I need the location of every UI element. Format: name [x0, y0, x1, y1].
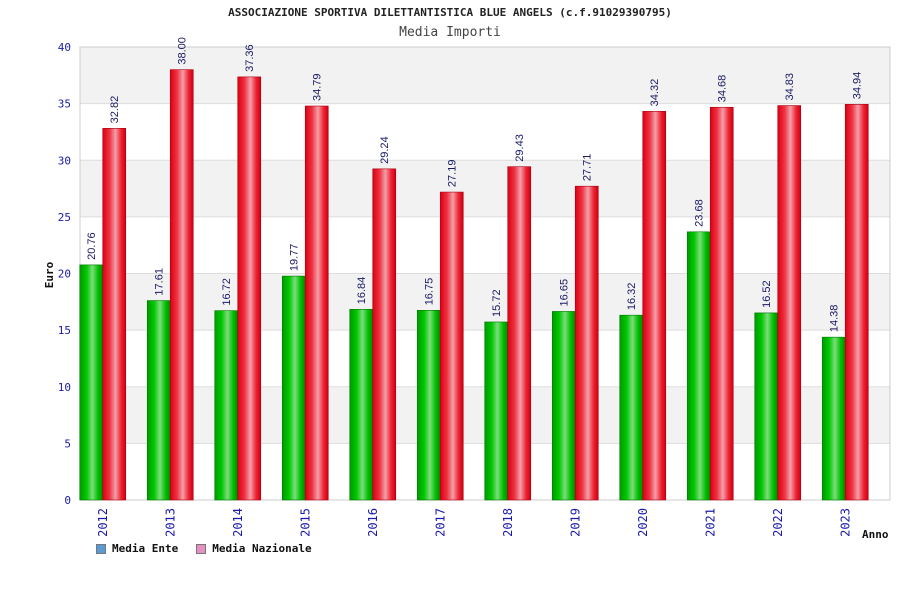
data-label-media-ente-2013: 17.61: [154, 268, 166, 296]
bar-media-nazionale-2016: [372, 168, 397, 501]
bar-media-nazionale-2022: [777, 105, 802, 501]
data-label-media-nazionale-2014: 37.36: [244, 44, 256, 72]
data-label-media-nazionale-2023: 34.94: [852, 72, 864, 100]
bars-group: [79, 69, 869, 501]
bar-media-nazionale-2023: [844, 104, 869, 501]
bar-media-nazionale-2017: [439, 191, 464, 501]
y-tick-label: 25: [58, 211, 71, 224]
data-label-media-nazionale-2017: 27.19: [447, 160, 459, 188]
y-axis: 0 5 10 15 20 25 30 35 40: [58, 41, 71, 507]
bar-media-ente-2012: [79, 264, 104, 501]
data-label-media-ente-2015: 19.77: [289, 244, 301, 272]
x-axis-label: Anno: [862, 528, 889, 541]
grid-band: [80, 216, 890, 274]
y-tick-label: 15: [58, 324, 71, 337]
data-label-media-nazionale-2012: 32.82: [109, 96, 121, 124]
bar-media-nazionale-2018: [507, 166, 532, 501]
data-label-media-ente-2012: 20.76: [86, 232, 98, 260]
bar-media-ente-2016: [349, 308, 374, 501]
bar-media-ente-2014: [214, 310, 239, 501]
data-label-media-nazionale-2013: 38.00: [177, 37, 189, 65]
legend-swatch-media-ente: [96, 543, 106, 554]
bar-media-ente-2018: [484, 321, 509, 501]
bar-media-nazionale-2020: [642, 111, 667, 501]
bar-media-ente-2022: [754, 312, 779, 501]
legend-item-media-nazionale: Media Nazionale: [196, 542, 312, 555]
data-label-media-ente-2019: 16.65: [559, 279, 571, 307]
y-tick-label: 35: [58, 98, 71, 111]
data-label-media-ente-2020: 16.32: [626, 283, 638, 311]
data-label-media-nazionale-2020: 34.32: [649, 79, 661, 107]
y-tick-label: 20: [58, 268, 71, 281]
data-label-media-ente-2017: 16.75: [424, 278, 436, 306]
data-label-media-nazionale-2019: 27.71: [582, 154, 594, 182]
legend-swatch-media-nazionale: [196, 543, 207, 554]
legend: Media Ente Media Nazionale: [96, 542, 312, 555]
data-label-media-ente-2014: 16.72: [221, 278, 233, 306]
bar-media-nazionale-2012: [102, 128, 127, 501]
data-label-media-ente-2016: 16.84: [356, 277, 368, 305]
x-axis: 2012 2013 2014 2015 2016 2017 2018 2019 2020 2021…: [96, 508, 853, 537]
data-label-media-nazionale-2018: 29.43: [514, 134, 526, 162]
data-label-media-ente-2021: 23.68: [694, 199, 706, 227]
x-tick-label-2012: 2012: [96, 508, 110, 537]
x-tick-label-2015: 2015: [298, 508, 312, 537]
bar-media-ente-2023: [821, 336, 846, 501]
data-label-media-nazionale-2022: 34.83: [784, 73, 796, 101]
x-tick-label-2016: 2016: [366, 508, 380, 537]
y-axis-label: Euro: [43, 261, 56, 288]
y-tick-label: 40: [58, 41, 71, 54]
x-tick-label-2021: 2021: [703, 508, 717, 537]
bar-labels-group: 20.76 32.82 17.61 38.00 16.72 37.36 19.77 34.79…: [86, 37, 864, 332]
bar-media-ente-2017: [416, 310, 441, 501]
bar-media-ente-2013: [146, 300, 171, 501]
bar-media-ente-2019: [551, 311, 576, 501]
y-tick-label: 10: [58, 381, 71, 394]
chart-subtitle: Media Importi: [399, 25, 501, 40]
y-tick-label: 0: [64, 494, 71, 507]
data-label-media-ente-2022: 16.52: [761, 280, 773, 308]
grid-band: [80, 160, 890, 217]
data-label-media-nazionale-2016: 29.24: [379, 136, 391, 164]
data-label-media-nazionale-2015: 34.79: [312, 73, 324, 101]
data-label-media-nazionale-2021: 34.68: [717, 75, 729, 103]
x-tick-label-2020: 2020: [636, 508, 650, 537]
x-tick-label-2022: 2022: [771, 508, 785, 537]
bar-media-ente-2015: [281, 275, 306, 501]
bar-media-nazionale-2021: [709, 106, 734, 501]
data-label-media-ente-2018: 15.72: [491, 289, 503, 317]
data-label-media-ente-2023: 14.38: [829, 305, 841, 333]
bar-media-nazionale-2019: [574, 185, 599, 501]
x-tick-label-2013: 2013: [163, 508, 177, 537]
x-tick-label-2018: 2018: [501, 508, 515, 537]
bar-media-nazionale-2014: [237, 76, 262, 501]
legend-label-media-nazionale: Media Nazionale: [212, 542, 312, 555]
bar-media-nazionale-2015: [304, 105, 329, 501]
grid-band: [80, 47, 890, 104]
y-tick-label: 30: [58, 154, 71, 167]
chart-title: ASSOCIAZIONE SPORTIVA DILETTANTISTICA BL…: [228, 6, 672, 19]
x-tick-label-2019: 2019: [568, 508, 582, 537]
x-tick-label-2014: 2014: [231, 508, 245, 537]
grid-band: [80, 103, 890, 161]
x-tick-label-2017: 2017: [433, 508, 447, 537]
bar-media-nazionale-2013: [169, 69, 194, 501]
x-tick-label-2023: 2023: [838, 508, 852, 537]
bar-media-ente-2021: [686, 231, 711, 501]
legend-label-media-ente: Media Ente: [112, 542, 179, 555]
legend-item-media-ente: Media Ente: [96, 542, 178, 555]
bar-media-ente-2020: [619, 314, 644, 501]
y-tick-label: 5: [64, 437, 71, 450]
